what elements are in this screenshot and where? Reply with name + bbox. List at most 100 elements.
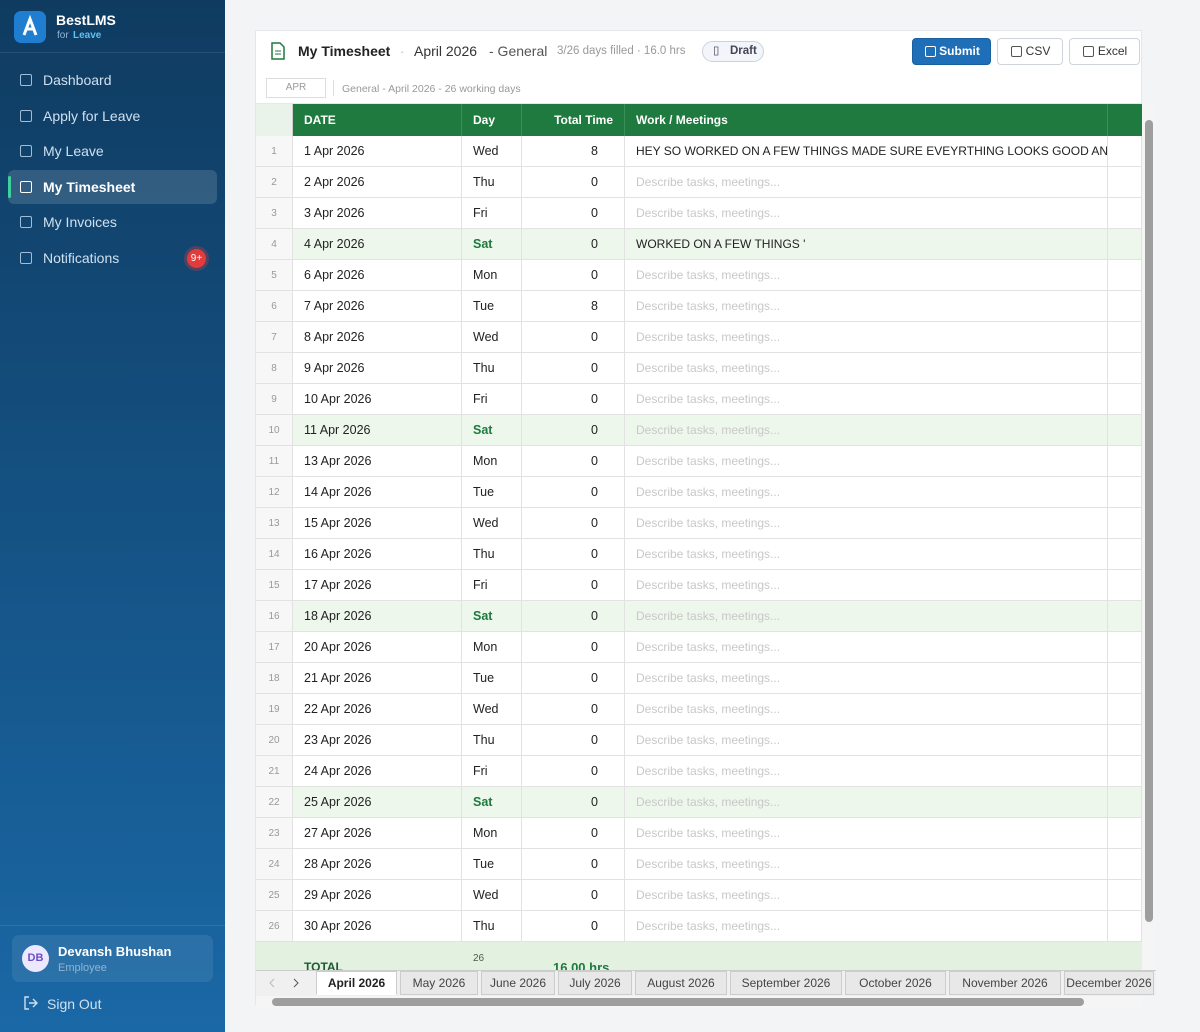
work-cell[interactable]: Describe tasks, meetings... [625,911,1108,942]
hours-cell[interactable]: 0 [522,384,625,415]
day-cell[interactable]: Tue [462,291,522,322]
day-cell[interactable]: Wed [462,322,522,353]
date-cell[interactable]: 9 Apr 2026 [293,353,462,384]
date-cell[interactable]: 15 Apr 2026 [293,508,462,539]
work-cell[interactable]: Describe tasks, meetings... [625,477,1108,508]
work-cell[interactable]: Describe tasks, meetings... [625,539,1108,570]
hours-cell[interactable]: 0 [522,477,625,508]
day-cell[interactable]: Mon [462,632,522,663]
hours-cell[interactable]: 0 [522,539,625,570]
hours-cell[interactable]: 0 [522,911,625,942]
day-cell[interactable]: Tue [462,849,522,880]
date-cell[interactable]: 14 Apr 2026 [293,477,462,508]
hours-cell[interactable]: 0 [522,663,625,694]
day-cell[interactable]: Sat [462,415,522,446]
day-cell[interactable]: Thu [462,167,522,198]
day-cell[interactable]: Sat [462,601,522,632]
sheet-tab[interactable]: October 2026 [845,971,946,995]
date-cell[interactable]: 17 Apr 2026 [293,570,462,601]
day-cell[interactable]: Mon [462,260,522,291]
h-scrollbar[interactable] [256,996,1142,1008]
nav-item[interactable]: My Leave [43,143,104,160]
nav-item[interactable]: My Timesheet [8,169,217,204]
sheet-tab[interactable]: June 2026 [481,971,555,995]
day-cell[interactable]: Sat [462,787,522,818]
work-cell[interactable]: Describe tasks, meetings... [625,384,1108,415]
day-cell[interactable]: Sat [462,229,522,260]
work-cell[interactable]: Describe tasks, meetings... [625,353,1108,384]
work-cell[interactable]: Describe tasks, meetings... [625,818,1108,849]
button[interactable]: Excel [1069,38,1140,65]
sheet-tab[interactable]: May 2026 [400,971,478,995]
work-cell[interactable]: Describe tasks, meetings... [625,291,1108,322]
sheet-tab[interactable]: August 2026 [635,971,727,995]
date-cell[interactable]: 16 Apr 2026 [293,539,462,570]
work-cell[interactable]: Describe tasks, meetings... [625,787,1108,818]
hours-cell[interactable]: 0 [522,229,625,260]
date-cell[interactable]: 30 Apr 2026 [293,911,462,942]
date-cell[interactable]: 1 Apr 2026 [293,136,462,167]
date-cell[interactable]: 27 Apr 2026 [293,818,462,849]
hours-cell[interactable]: 0 [522,508,625,539]
day-cell[interactable]: Thu [462,353,522,384]
hours-cell[interactable]: 0 [522,353,625,384]
hours-cell[interactable]: 0 [522,694,625,725]
work-cell[interactable]: Describe tasks, meetings... [625,260,1108,291]
work-cell[interactable]: Describe tasks, meetings... [625,322,1108,353]
nav-item[interactable]: My Invoices [43,214,117,231]
date-cell[interactable]: 25 Apr 2026 [293,787,462,818]
hours-cell[interactable]: 0 [522,167,625,198]
work-cell[interactable]: Describe tasks, meetings... [625,725,1108,756]
sheet-tab[interactable]: July 2026 [558,971,632,995]
hours-cell[interactable]: 0 [522,322,625,353]
date-cell[interactable]: 28 Apr 2026 [293,849,462,880]
day-cell[interactable]: Wed [462,136,522,167]
date-cell[interactable]: 8 Apr 2026 [293,322,462,353]
day-cell[interactable]: Mon [462,818,522,849]
sign-out[interactable]: Sign Out [47,996,102,1012]
hours-cell[interactable]: 0 [522,632,625,663]
work-cell[interactable]: Describe tasks, meetings... [625,415,1108,446]
date-cell[interactable]: 3 Apr 2026 [293,198,462,229]
work-cell[interactable]: Describe tasks, meetings... [625,849,1108,880]
h-scroll-thumb[interactable] [272,998,1084,1006]
hours-cell[interactable]: 0 [522,818,625,849]
work-cell[interactable]: HEY SO WORKED ON A FEW THINGS MADE SURE … [625,136,1108,167]
date-cell[interactable]: 29 Apr 2026 [293,880,462,911]
date-cell[interactable]: 2 Apr 2026 [293,167,462,198]
work-cell[interactable]: Describe tasks, meetings... [625,198,1108,229]
hours-cell[interactable]: 0 [522,787,625,818]
work-cell[interactable]: Describe tasks, meetings... [625,167,1108,198]
work-cell[interactable]: Describe tasks, meetings... [625,880,1108,911]
nav-item[interactable]: Dashboard [43,72,112,88]
day-cell[interactable]: Tue [462,477,522,508]
hours-cell[interactable]: 8 [522,291,625,322]
work-cell[interactable]: Describe tasks, meetings... [625,632,1108,663]
hours-cell[interactable]: 0 [522,880,625,911]
work-cell[interactable]: Describe tasks, meetings... [625,570,1108,601]
sheet-tab[interactable]: November 2026 [949,971,1061,995]
day-cell[interactable]: Fri [462,570,522,601]
sheet-tab[interactable]: December 2026 [1064,971,1154,995]
nav-item[interactable]: Notifications [43,250,120,266]
date-cell[interactable]: 21 Apr 2026 [293,663,462,694]
day-cell[interactable]: Wed [462,694,522,725]
hours-cell[interactable]: 0 [522,756,625,787]
work-cell[interactable]: WORKED ON A FEW THINGS ' [625,229,1108,260]
work-cell[interactable]: Describe tasks, meetings... [625,694,1108,725]
day-cell[interactable]: Thu [462,539,522,570]
sheet-tab[interactable]: September 2026 [730,971,842,995]
day-cell[interactable]: Fri [462,384,522,415]
hours-cell[interactable]: 0 [522,446,625,477]
v-scroll-thumb[interactable] [1145,120,1153,922]
date-cell[interactable]: 7 Apr 2026 [293,291,462,322]
button[interactable]: Submit [912,38,991,65]
day-cell[interactable]: Thu [462,911,522,942]
work-cell[interactable]: Describe tasks, meetings... [625,446,1108,477]
sheet-tab[interactable]: April 2026 [316,971,397,995]
v-scrollbar[interactable] [1142,104,1156,970]
date-cell[interactable]: 4 Apr 2026 [293,229,462,260]
work-cell[interactable]: Describe tasks, meetings... [625,601,1108,632]
work-cell[interactable]: Describe tasks, meetings... [625,663,1108,694]
hours-cell[interactable]: 0 [522,849,625,880]
